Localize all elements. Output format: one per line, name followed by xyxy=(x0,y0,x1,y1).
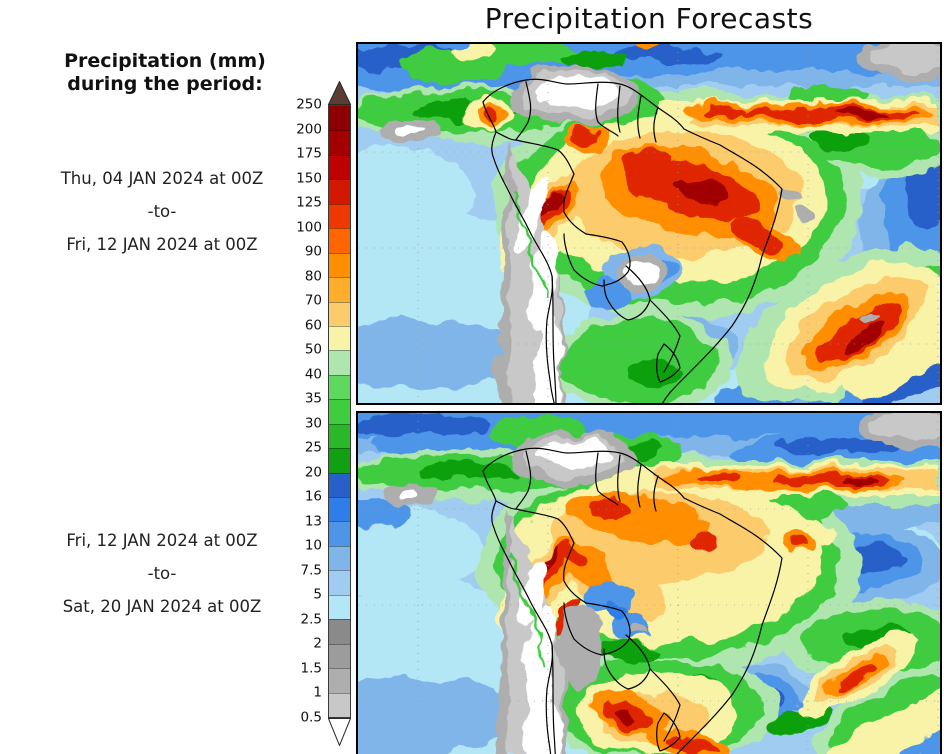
precip-map-2-graphic xyxy=(358,413,940,754)
colorbar-tick-250: 250 xyxy=(296,96,322,113)
colorbar-tick-1: 1 xyxy=(313,684,322,701)
colorbar-band-2-2.5 xyxy=(329,619,350,644)
colorbar-tick-150: 150 xyxy=(296,169,322,186)
colorbar-tick-100: 100 xyxy=(296,218,322,235)
precip-map-panel-2 xyxy=(356,411,942,754)
panel-1-period-separator: -to- xyxy=(147,202,177,221)
colorbar-band-150-175 xyxy=(329,154,350,180)
colorbar-tick-60: 60 xyxy=(304,317,322,334)
colorbar-tick-80: 80 xyxy=(304,267,322,284)
panel-2-period-start: Fri, 12 JAN 2024 at 00Z xyxy=(66,531,258,550)
page-title: Precipitation Forecasts xyxy=(484,2,814,35)
colorbar-tick-200: 200 xyxy=(296,120,322,137)
legend-heading-line2: during the period: xyxy=(67,73,263,95)
panel-2-period: Fri, 12 JAN 2024 at 00Z -to- Sat, 20 JAN… xyxy=(12,524,312,623)
colorbar-band-13-16 xyxy=(329,497,350,522)
colorbar-band-35-40 xyxy=(329,374,350,400)
colorbar-underflow-arrow xyxy=(328,718,351,746)
colorbar-tick-40: 40 xyxy=(304,366,322,383)
colorbar-tick-5: 5 xyxy=(313,586,322,603)
colorbar-band-90-100 xyxy=(329,228,350,253)
colorbar-labels: 250 200 175 150 125 100 90 80 70 60 50 40 35 30 25 20 16… xyxy=(262,96,322,725)
colorbar-band-25-30 xyxy=(329,423,350,449)
colorbar-band-5-7.5 xyxy=(329,570,350,595)
colorbar-blocks xyxy=(328,105,351,718)
colorbar-band-10-13 xyxy=(329,521,350,546)
colorbar-band-40-50 xyxy=(329,350,350,375)
colorbar-tick-16: 16 xyxy=(304,488,322,505)
colorbar-band-2.5-5 xyxy=(329,594,350,620)
colorbar-band-200-250 xyxy=(329,106,350,131)
colorbar-band-125-150 xyxy=(329,179,350,204)
colorbar-band-1.5-2 xyxy=(329,643,350,669)
colorbar-tick-2: 2 xyxy=(313,635,322,652)
colorbar-tick-1.5: 1.5 xyxy=(300,660,322,677)
colorbar-band-175-200 xyxy=(329,130,350,155)
colorbar-band-100-125 xyxy=(329,203,350,229)
colorbar-band-50-60 xyxy=(329,325,350,351)
legend-heading-line1: Precipitation (mm) xyxy=(64,50,266,72)
colorbar-band-80-90 xyxy=(329,252,350,278)
precip-map-panel-1 xyxy=(356,42,942,405)
colorbar-tick-13: 13 xyxy=(304,513,322,530)
panel-1-period-start: Thu, 04 JAN 2024 at 00Z xyxy=(60,169,264,188)
colorbar-tick-0.5: 0.5 xyxy=(300,709,322,726)
panel-2-period-separator: -to- xyxy=(147,564,177,583)
colorbar-band-1-1.5 xyxy=(329,668,350,693)
legend-heading: Precipitation (mm) during the period: xyxy=(20,50,310,96)
panel-2-period-end: Sat, 20 JAN 2024 at 00Z xyxy=(62,597,262,616)
colorbar-tick-10: 10 xyxy=(304,537,322,554)
panel-1-period: Thu, 04 JAN 2024 at 00Z -to- Fri, 12 JAN… xyxy=(12,162,312,261)
colorbar-band-60-70 xyxy=(329,301,350,326)
precip-map-1-graphic xyxy=(358,44,940,403)
panel-1-period-end: Fri, 12 JAN 2024 at 00Z xyxy=(66,235,258,254)
colorbar-tick-70: 70 xyxy=(304,292,322,309)
colorbar-tick-175: 175 xyxy=(296,145,322,162)
colorbar-band-7.5-10 xyxy=(329,545,350,571)
colorbar-tick-20: 20 xyxy=(304,464,322,481)
colorbar-tick-2.5: 2.5 xyxy=(300,611,322,628)
colorbar-tick-35: 35 xyxy=(304,390,322,407)
colorbar-tick-90: 90 xyxy=(304,243,322,260)
colorbar-band-16-20 xyxy=(329,472,350,497)
colorbar-tick-7.5: 7.5 xyxy=(300,562,322,579)
colorbar-band-30-35 xyxy=(329,399,350,424)
colorbar-overflow-arrow xyxy=(328,81,351,105)
colorbar-tick-25: 25 xyxy=(304,439,322,456)
colorbar-band-70-80 xyxy=(329,277,350,302)
colorbar-tick-30: 30 xyxy=(304,415,322,432)
colorbar-tick-50: 50 xyxy=(304,341,322,358)
colorbar-band-20-25 xyxy=(329,448,350,473)
colorbar-tick-125: 125 xyxy=(296,194,322,211)
colorbar-band-0.5-1 xyxy=(329,692,350,717)
